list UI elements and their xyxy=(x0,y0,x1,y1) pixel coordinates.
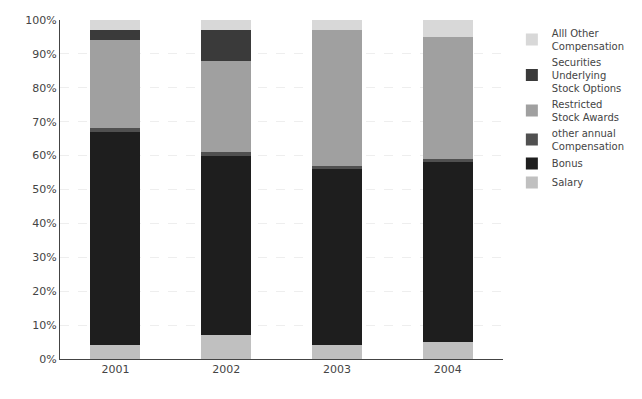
svg-text:100%: 100% xyxy=(25,14,56,27)
svg-text:2002: 2002 xyxy=(212,363,240,376)
svg-text:40%: 40% xyxy=(32,217,56,230)
svg-text:70%: 70% xyxy=(32,116,56,129)
svg-text:Salary: Salary xyxy=(552,177,583,188)
svg-text:60%: 60% xyxy=(32,149,56,162)
svg-text:30%: 30% xyxy=(32,251,56,264)
svg-text:2001: 2001 xyxy=(101,363,129,376)
svg-text:20%: 20% xyxy=(32,285,56,298)
svg-text:10%: 10% xyxy=(32,319,56,332)
svg-text:other annualCompensation: other annualCompensation xyxy=(552,128,624,152)
svg-text:2003: 2003 xyxy=(323,363,351,376)
svg-text:90%: 90% xyxy=(32,48,56,61)
svg-text:Alll OtherCompensation: Alll OtherCompensation xyxy=(552,28,624,52)
svg-text:Bonus: Bonus xyxy=(552,158,583,169)
svg-text:SecuritiesUnderlyingStock Opti: SecuritiesUnderlyingStock Options xyxy=(552,57,621,94)
svg-text:80%: 80% xyxy=(32,82,56,95)
svg-text:RestrictedStock Awards: RestrictedStock Awards xyxy=(552,99,619,123)
svg-text:2004: 2004 xyxy=(434,363,462,376)
svg-text:50%: 50% xyxy=(32,183,56,196)
svg-text:0%: 0% xyxy=(39,353,56,366)
